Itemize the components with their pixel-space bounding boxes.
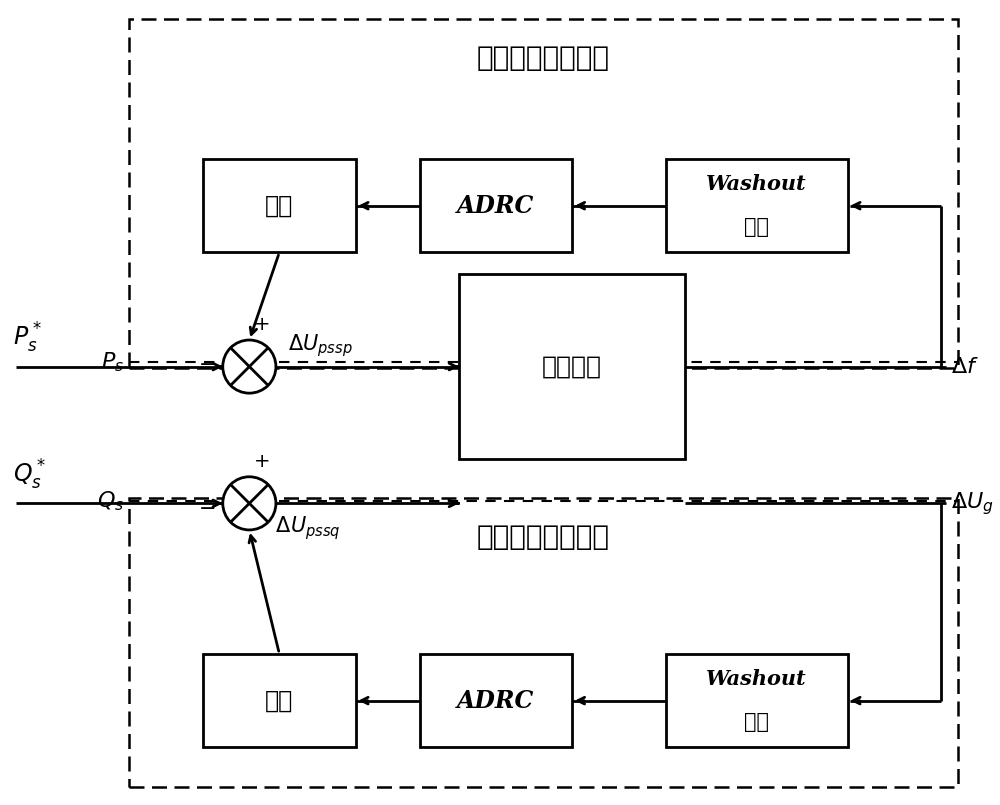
Text: ADRC: ADRC — [457, 194, 534, 217]
Text: 被控对象: 被控对象 — [542, 354, 602, 378]
FancyBboxPatch shape — [666, 654, 848, 747]
Text: $P_s^*$: $P_s^*$ — [13, 320, 42, 355]
FancyBboxPatch shape — [420, 159, 572, 253]
Text: $-$: $-$ — [198, 353, 215, 373]
FancyBboxPatch shape — [203, 654, 356, 747]
Text: 环节: 环节 — [744, 217, 769, 237]
Text: $+$: $+$ — [253, 316, 270, 334]
Text: $\Delta U_{pssp}$: $\Delta U_{pssp}$ — [288, 332, 352, 359]
Text: $Q_s^*$: $Q_s^*$ — [13, 457, 46, 492]
Text: 有功附加阻尼控制: 有功附加阻尼控制 — [477, 43, 610, 72]
Text: Washout: Washout — [706, 669, 807, 689]
Circle shape — [223, 340, 276, 393]
Text: $^+\Delta U_{pssq}$: $^+\Delta U_{pssq}$ — [257, 514, 341, 543]
FancyBboxPatch shape — [459, 274, 685, 459]
Text: Washout: Washout — [706, 174, 807, 194]
Text: 限幅: 限幅 — [265, 688, 293, 712]
FancyBboxPatch shape — [203, 159, 356, 253]
FancyBboxPatch shape — [420, 654, 572, 747]
Text: $Q_s$: $Q_s$ — [97, 489, 124, 513]
Text: $\Delta f$: $\Delta f$ — [951, 356, 979, 378]
Text: $-$: $-$ — [198, 497, 215, 518]
FancyBboxPatch shape — [666, 159, 848, 253]
Text: $\Delta U_g$: $\Delta U_g$ — [951, 490, 994, 517]
Text: $P_s$: $P_s$ — [101, 350, 124, 374]
Text: 无功附加阻尼控制: 无功附加阻尼控制 — [477, 523, 610, 551]
Circle shape — [223, 477, 276, 530]
Text: $+$: $+$ — [253, 453, 270, 471]
Text: 限幅: 限幅 — [265, 194, 293, 217]
Text: 环节: 环节 — [744, 712, 769, 733]
Text: ADRC: ADRC — [457, 688, 534, 712]
